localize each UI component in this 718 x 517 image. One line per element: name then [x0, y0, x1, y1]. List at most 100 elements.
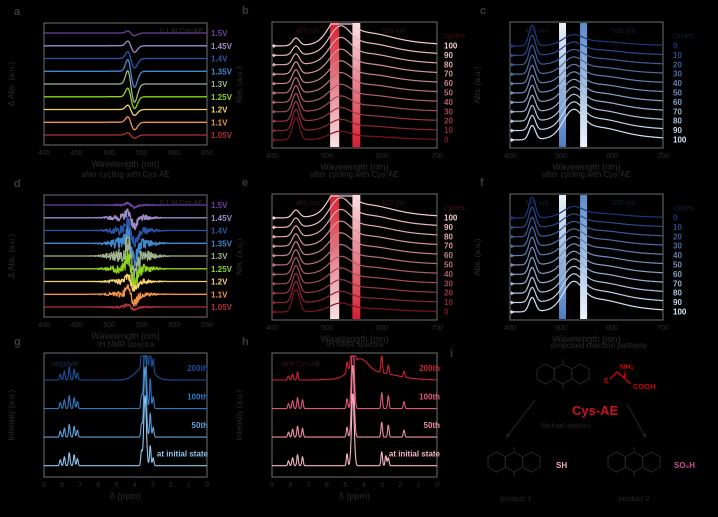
voltage-label: 1.05V — [211, 303, 233, 312]
cycle-label: 80 — [673, 117, 682, 126]
spectrum-trace — [43, 215, 208, 248]
nmr-trace — [271, 355, 438, 410]
spectrum-trace — [271, 244, 438, 266]
nmr-cycle-label: 50th — [192, 421, 209, 430]
spectrum-trace — [509, 44, 664, 66]
cycle-label: 80 — [444, 60, 453, 69]
molecule-ring — [607, 451, 626, 473]
spectrum-trace — [509, 250, 664, 275]
x-tick-label: 500 — [555, 153, 567, 160]
trace-start-marker — [273, 272, 277, 277]
trace-start-marker — [273, 91, 277, 95]
panel-h: h ¹H NMR spectra 9 8 7 6 5 4 3 2 1 0 δ (ppm) Intensit… — [235, 336, 441, 501]
trace-start-marker — [273, 119, 277, 124]
cycle-label: 90 — [444, 51, 453, 60]
cycle-label: 10 — [673, 51, 682, 60]
voltage-label: 1.4V — [211, 55, 228, 64]
y-axis-label: Abs. (a.u.) — [473, 238, 482, 275]
x-tick-label: 650 — [201, 150, 213, 157]
spectrum-trace — [43, 208, 208, 231]
panel-title: after cycling with Cys-AE — [81, 170, 169, 179]
trace-start-marker — [273, 138, 277, 142]
cycle-label: 20 — [444, 289, 453, 298]
molecule-ring — [553, 363, 573, 385]
cooh-label: COOH — [633, 382, 656, 391]
cycle-label: 10 — [444, 126, 453, 135]
spectrum-trace — [43, 116, 208, 131]
sh-label: SH — [556, 461, 567, 470]
cycle-label: 80 — [673, 289, 682, 298]
cycle-label: 30 — [673, 242, 682, 251]
panel-letter: f — [480, 177, 484, 189]
x-tick-label: 3 — [151, 482, 155, 489]
spectrum-trace — [509, 273, 664, 304]
voltage-label: 1.25V — [211, 265, 233, 274]
cycle-header: cycles — [444, 203, 465, 212]
x-tick-label: 500 — [321, 325, 333, 332]
s-label: S — [603, 376, 608, 385]
arrow-head — [642, 433, 646, 438]
spectrum-trace — [509, 108, 664, 141]
cycle-label: 100 — [444, 42, 458, 51]
cycle-label: 20 — [673, 232, 682, 241]
spectrum-trace — [509, 226, 664, 247]
panel-d: d after cycling with Cys-AE 400 450 500 550 60… — [7, 170, 233, 341]
cycle-label: 70 — [444, 242, 453, 251]
x-tick-label: 7 — [78, 482, 82, 489]
panel-title: ¹H NMR spectra — [97, 340, 155, 349]
in-plot-note: 480 nm — [525, 28, 549, 35]
spectrum-trace — [43, 284, 208, 307]
spectrum-trace — [509, 54, 664, 75]
spectrum-trace — [271, 272, 438, 294]
panel-title: after cycling with Cys-AE — [310, 170, 398, 179]
x-tick-label: 5 — [114, 482, 118, 489]
x-tick-label: 6 — [325, 482, 329, 489]
cycle-label: 40 — [673, 79, 682, 88]
x-tick-label: 400 — [504, 325, 516, 332]
highlight-band — [352, 23, 361, 147]
spectrum-trace — [43, 251, 208, 290]
voltage-label: 1.4V — [211, 227, 228, 236]
voltage-label: 1.1V — [211, 118, 228, 127]
cycle-label: 70 — [673, 107, 682, 116]
cysteine-bonds — [609, 371, 632, 385]
x-tick-label: 0 — [205, 482, 209, 489]
wedge-bond — [622, 370, 626, 378]
cycle-label: 0 — [673, 214, 678, 223]
voltage-label: 1.25V — [211, 93, 233, 102]
trace-start-marker — [273, 81, 277, 86]
trace-start-marker — [273, 216, 277, 220]
x-tick-label: 4 — [362, 482, 366, 489]
spectrum-trace — [509, 265, 664, 294]
x-tick-label: 400 — [38, 150, 50, 157]
x-tick-label: 600 — [169, 322, 181, 329]
molecule-ring — [504, 451, 524, 473]
in-plot-note: 0.1 M Cys-AE — [160, 28, 204, 35]
cycle-label: 60 — [673, 98, 682, 107]
y-axis-label: Intensity (a.u.) — [7, 389, 16, 440]
cycle-label: 30 — [444, 107, 453, 116]
cycle-label: 80 — [444, 232, 453, 241]
spectrum-trace — [509, 93, 664, 122]
x-tick-label: 0 — [435, 482, 439, 489]
trace-start-marker — [511, 225, 515, 230]
voltage-label: 1.35V — [211, 239, 233, 248]
cycle-label: 70 — [673, 279, 682, 288]
trace-start-marker — [511, 91, 515, 95]
cys-ae-label: Cys-AE — [572, 403, 619, 418]
nh2-label: NH₂ — [620, 362, 634, 371]
trace-start-marker — [273, 53, 277, 58]
spectrum-trace — [271, 280, 438, 304]
voltage-label: 1.45V — [211, 214, 233, 223]
trace-start-marker — [511, 62, 515, 67]
trace-start-marker — [273, 44, 277, 48]
trace-start-marker — [511, 109, 515, 114]
in-plot-note: negolyte — [52, 361, 79, 368]
cycle-label: 70 — [444, 70, 453, 79]
plot-frame — [43, 352, 208, 478]
trace-start-marker — [511, 244, 515, 249]
cycle-label: 90 — [444, 223, 453, 232]
